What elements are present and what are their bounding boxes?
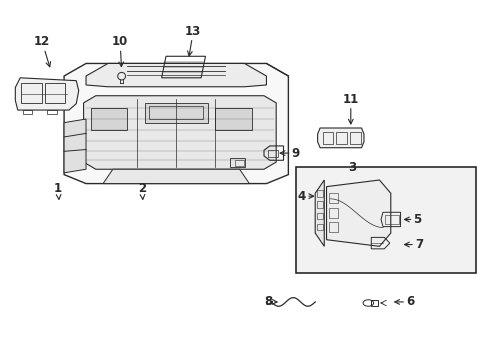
Text: 8: 8 (263, 296, 277, 309)
Text: 4: 4 (297, 190, 313, 203)
Text: 13: 13 (185, 25, 201, 56)
Bar (317, 201, 323, 208)
Bar (229, 158, 244, 167)
Text: 2: 2 (138, 183, 146, 199)
Bar (47, 110, 57, 114)
Bar (149, 107, 203, 119)
Text: 6: 6 (394, 296, 413, 309)
Bar (295, 167, 475, 273)
Polygon shape (64, 63, 288, 184)
Bar (328, 208, 337, 218)
Polygon shape (103, 169, 249, 184)
Polygon shape (315, 180, 324, 246)
Bar (91, 108, 127, 130)
Polygon shape (86, 63, 266, 87)
Text: 1: 1 (54, 183, 62, 199)
Bar (267, 149, 277, 157)
Text: 9: 9 (280, 147, 299, 159)
Bar (44, 83, 65, 103)
Text: 11: 11 (342, 93, 358, 124)
Bar (370, 301, 377, 306)
Bar (21, 83, 41, 103)
Polygon shape (15, 78, 79, 110)
Text: 12: 12 (34, 35, 51, 67)
Bar (328, 222, 337, 233)
Bar (349, 132, 360, 144)
Bar (384, 215, 398, 224)
Bar (335, 132, 346, 144)
Bar (215, 108, 251, 130)
Polygon shape (64, 119, 86, 173)
Bar (234, 160, 243, 166)
Bar (322, 132, 332, 144)
Bar (317, 224, 323, 230)
Text: 3: 3 (347, 161, 355, 174)
Bar (144, 103, 207, 123)
Text: 7: 7 (404, 238, 422, 251)
Text: 5: 5 (404, 213, 421, 226)
Bar (22, 110, 32, 114)
Bar (328, 193, 337, 203)
Polygon shape (326, 180, 390, 246)
Text: 10: 10 (112, 35, 128, 67)
Bar (317, 190, 323, 197)
Polygon shape (317, 128, 363, 148)
Polygon shape (83, 96, 276, 169)
Bar (317, 212, 323, 219)
